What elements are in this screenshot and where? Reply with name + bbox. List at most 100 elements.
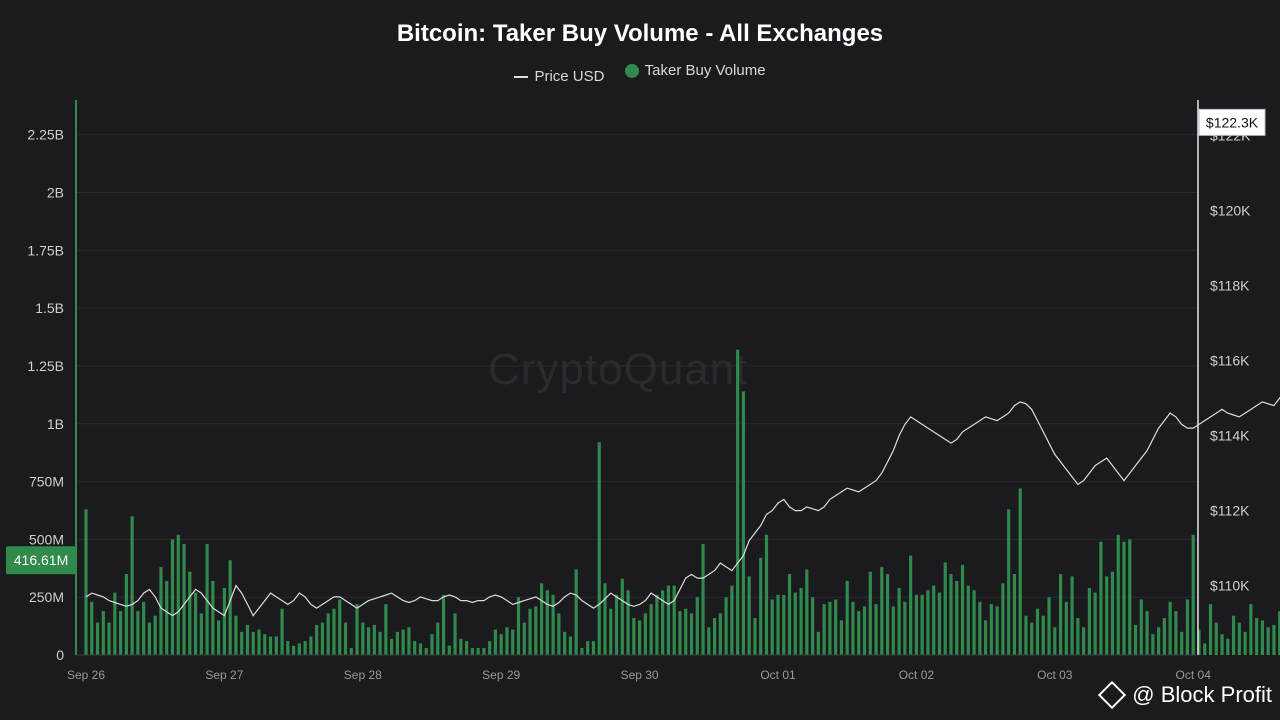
volume-bar xyxy=(107,622,111,655)
volume-bar xyxy=(493,629,498,655)
volume-bar xyxy=(666,585,671,655)
volume-bar xyxy=(343,622,348,655)
volume-bar xyxy=(764,534,769,655)
legend-item-volume[interactable]: Taker Buy Volume xyxy=(624,62,766,79)
volume-bar xyxy=(499,634,503,655)
volume-bar xyxy=(845,581,849,655)
volume-bar xyxy=(286,641,290,655)
volume-bar xyxy=(113,592,117,655)
volume-bar xyxy=(1018,488,1022,655)
volume-bar xyxy=(885,574,890,655)
volume-bar xyxy=(730,585,734,655)
volume-bar xyxy=(90,601,94,655)
y-right-tick-label: $118K xyxy=(1210,278,1250,294)
volume-bar xyxy=(1110,571,1115,655)
volume-bar xyxy=(736,349,740,655)
volume-bar xyxy=(978,601,982,655)
volume-bar xyxy=(182,544,186,655)
volume-bar xyxy=(724,597,728,655)
volume-bar xyxy=(649,604,653,655)
volume-bar xyxy=(753,618,757,655)
volume-bar xyxy=(528,608,532,655)
y-right-tick-label: $110K xyxy=(1210,578,1250,594)
volume-bar xyxy=(418,643,423,655)
volume-bar xyxy=(1203,643,1207,655)
volume-bar xyxy=(315,624,319,655)
volume-bar xyxy=(1105,576,1109,655)
volume-bar xyxy=(534,606,538,655)
chart-legend: Price USD Taker Buy Volume xyxy=(0,62,1280,85)
volume-bar xyxy=(159,567,163,655)
volume-bar xyxy=(366,627,371,655)
volume-bar xyxy=(793,592,797,655)
volume-bar xyxy=(1001,583,1005,655)
volume-bar xyxy=(522,622,526,655)
y-left-tick-label: 500M xyxy=(29,531,64,547)
volume-bar xyxy=(349,648,353,655)
volume-bar xyxy=(245,624,250,655)
volume-bar xyxy=(119,611,123,655)
volume-bar xyxy=(857,611,861,655)
volume-bar xyxy=(430,634,434,655)
legend-dot-swatch xyxy=(624,63,639,78)
x-tick-label: Oct 04 xyxy=(1176,668,1212,682)
volume-bar xyxy=(309,636,313,655)
volume-bar xyxy=(655,594,659,655)
volume-bar xyxy=(1208,604,1213,655)
y-left-tick-label: 0 xyxy=(56,647,64,663)
branding: @ Block Profit xyxy=(1098,680,1272,710)
volume-bar xyxy=(511,629,515,655)
volume-bar xyxy=(1139,599,1143,655)
volume-bar xyxy=(551,594,555,655)
volume-bar xyxy=(170,539,175,655)
volume-bar xyxy=(95,622,100,655)
volume-bar xyxy=(638,620,642,655)
volume-bar xyxy=(678,611,682,655)
volume-bar xyxy=(1041,615,1045,655)
volume-bar xyxy=(482,648,486,655)
volume-bar xyxy=(689,613,694,655)
volume-bar xyxy=(395,631,399,655)
volume-bar xyxy=(914,594,918,655)
legend-item-price[interactable]: Price USD xyxy=(514,68,604,85)
volume-bar xyxy=(251,631,255,655)
volume-bar xyxy=(147,622,152,655)
volume-bar xyxy=(372,624,376,655)
volume-bar xyxy=(811,597,815,655)
volume-bar xyxy=(684,608,688,655)
volume-bar xyxy=(1220,634,1224,655)
volume-bar xyxy=(188,571,192,655)
volume-bar xyxy=(603,583,607,655)
volume-bar xyxy=(384,604,388,655)
volume-bar xyxy=(614,594,619,655)
volume-bar xyxy=(632,618,636,655)
y-left-tick-label: 2B xyxy=(47,185,64,201)
y-left-tick-label: 2.25B xyxy=(27,127,64,143)
volume-bar xyxy=(424,648,428,655)
volume-bar xyxy=(1024,615,1028,655)
volume-bar xyxy=(851,601,855,655)
last-price-tag xyxy=(1198,108,1266,136)
volume-bar xyxy=(1191,534,1195,655)
legend-label-volume: Taker Buy Volume xyxy=(644,62,766,79)
volume-bar xyxy=(453,613,457,655)
volume-bar xyxy=(1145,611,1149,655)
volume-bar xyxy=(868,571,872,655)
volume-bar xyxy=(1226,638,1230,655)
volume-bar xyxy=(1260,620,1264,655)
volume-bar xyxy=(1047,597,1051,655)
volume-bar xyxy=(1058,574,1063,655)
volume-bar xyxy=(176,534,180,655)
volume-bar xyxy=(470,648,474,655)
volume-bar xyxy=(488,641,492,655)
volume-bar xyxy=(505,627,509,655)
volume-bar xyxy=(597,442,601,655)
volume-bar xyxy=(338,599,342,655)
volume-bar xyxy=(1082,627,1086,655)
volume-bar xyxy=(1076,618,1080,655)
volume-bar xyxy=(787,574,792,655)
volume-bar xyxy=(153,615,157,655)
volume-bar xyxy=(199,613,203,655)
volume-bar xyxy=(441,594,446,655)
